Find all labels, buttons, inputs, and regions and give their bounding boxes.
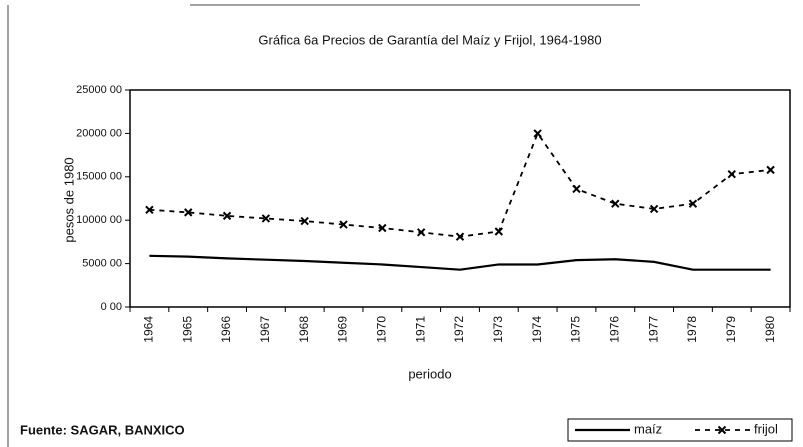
legend-box [567, 418, 793, 442]
series-line [149, 254, 771, 271]
marker [339, 220, 348, 229]
marker [572, 184, 581, 194]
marker [727, 169, 736, 179]
source: Fuente: SAGAR, BANXICO [20, 422, 185, 437]
marker [611, 199, 620, 208]
legend-label: maíz [634, 421, 662, 436]
marker [222, 211, 232, 221]
x-tick-label: 1974 [530, 316, 544, 343]
marker [378, 223, 387, 233]
plot-area [129, 89, 791, 308]
x-tick-label: 1965 [180, 316, 194, 343]
y-tick-label: 25000 00 [76, 84, 122, 96]
marker [688, 199, 698, 208]
x-tick-label: 1969 [336, 316, 350, 343]
y-axis-label: pesos de 1980 [61, 157, 76, 242]
y-tick-label: 10000 00 [76, 214, 122, 226]
x-tick-label: 1975 [569, 316, 583, 343]
marker [300, 216, 309, 226]
y-tick-label: 20000 00 [76, 127, 122, 139]
marker [416, 228, 426, 237]
y-tick-label: 5000 00 [82, 258, 122, 270]
marker [766, 165, 775, 175]
marker [145, 205, 154, 214]
x-tick-label: 1977 [646, 316, 660, 343]
series-line [149, 131, 771, 238]
marker [533, 129, 542, 138]
marker [494, 227, 504, 236]
marker [261, 214, 271, 223]
marker [184, 208, 193, 217]
y-tick-label: 0 00 [101, 301, 122, 313]
x-tick-label: 1964 [142, 316, 156, 343]
x-axis-label: periodo [408, 366, 451, 381]
marker [455, 232, 465, 241]
x-tick-label: 1976 [607, 316, 621, 343]
legend-label: frijol [754, 421, 778, 436]
x-tick-label: 1979 [724, 316, 738, 343]
x-tick-label: 1978 [685, 316, 699, 343]
chart-title: Gráfica 6a Precios de Garantía del Maíz … [258, 32, 601, 47]
x-tick-label: 1972 [452, 316, 466, 343]
x-tick-label: 1970 [375, 316, 389, 343]
x-tick-label: 1980 [763, 316, 777, 343]
x-tick-label: 1973 [491, 316, 505, 343]
x-tick-label: 1966 [219, 316, 233, 343]
x-tick-label: 1967 [258, 316, 272, 343]
marker [649, 204, 659, 214]
legend-marker [717, 425, 727, 435]
x-tick-label: 1971 [413, 316, 427, 343]
x-tick-label: 1968 [297, 316, 311, 343]
y-tick-label: 15000 00 [76, 171, 122, 183]
